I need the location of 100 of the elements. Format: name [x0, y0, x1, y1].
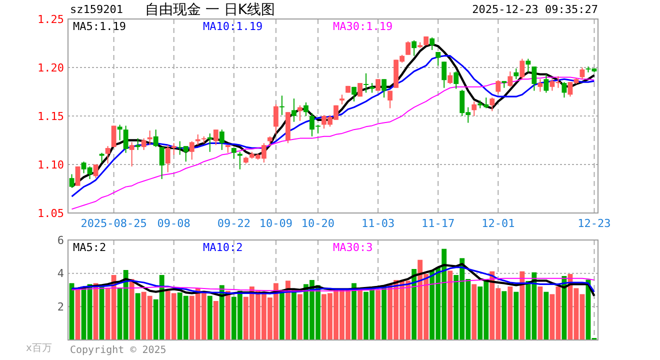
candlestick: [406, 40, 411, 56]
bar: [285, 280, 290, 340]
bar: [382, 285, 387, 340]
x-tick-label: 09-08: [157, 217, 190, 230]
bar: [358, 290, 362, 340]
candlestick: [376, 78, 381, 92]
candlestick: [99, 152, 104, 164]
bar: [352, 283, 356, 340]
chart-title: 自由现金 一 日K线图: [144, 2, 276, 18]
bar: [213, 301, 218, 340]
text: MA10:1.19: [203, 20, 263, 33]
bar: [376, 290, 381, 340]
candlestick: [472, 100, 477, 116]
candlestick: [496, 80, 501, 94]
candlestick: [111, 125, 116, 148]
candlestick: [171, 142, 176, 156]
text: Copyright © 2025: [70, 345, 166, 356]
line-series: [71, 278, 595, 292]
text: 2025-12-23 09:35:27: [472, 3, 598, 16]
candlestick: [135, 138, 140, 150]
candlestick: [123, 125, 128, 154]
candlestick: [358, 82, 362, 98]
candlestick: [388, 90, 393, 109]
x-tick-label: 12-01: [482, 217, 515, 230]
x-tick-label: 2025-08-25: [80, 217, 147, 230]
y-tick-label: 4: [57, 267, 64, 280]
text: MA5:2: [73, 241, 106, 254]
candlestick: [364, 72, 368, 94]
candlestick: [117, 124, 122, 141]
candlestick: [430, 36, 435, 51]
candlestick: [562, 82, 567, 98]
candlestick: [213, 129, 218, 146]
x-tick-label: 11-03: [361, 217, 395, 230]
y-tick-label: 1.20: [38, 61, 64, 74]
bar: [129, 279, 134, 340]
bar: [135, 293, 140, 340]
y-tick-label: 1.15: [38, 110, 64, 123]
bar: [544, 292, 549, 340]
candlestick: [165, 144, 170, 173]
candlestick: [105, 146, 110, 164]
candlestick: [219, 129, 224, 150]
candlestick: [159, 146, 164, 180]
candlestick: [520, 58, 525, 80]
x-tick-label: 09-22: [217, 217, 250, 230]
text: MA30:3: [333, 241, 373, 254]
candlestick: [544, 74, 549, 94]
bar: [502, 291, 507, 340]
text: MA5:1.19: [73, 20, 126, 33]
bar: [99, 285, 104, 340]
bar: [538, 286, 543, 340]
bar: [448, 270, 453, 340]
candlestick: [237, 151, 242, 170]
bar: [508, 286, 513, 340]
candlestick: [508, 70, 513, 88]
candlestick: [382, 78, 387, 98]
candlestick: [538, 78, 543, 92]
candlestick: [207, 132, 212, 152]
candlestick: [292, 98, 296, 122]
y-tick-label: 1.10: [38, 158, 64, 172]
candlestick: [352, 86, 356, 102]
y-tick-label: 1.05: [38, 206, 64, 220]
bar: [412, 269, 417, 340]
candlestick: [279, 95, 284, 116]
bar: [207, 296, 212, 340]
candlestick: [448, 72, 453, 84]
y-tick-label: 2: [57, 300, 64, 314]
candlestick: [189, 140, 194, 160]
candlestick: [514, 68, 519, 80]
y-tick-label: 1.25: [38, 12, 64, 26]
candlestick: [304, 102, 308, 116]
text: MA10:2: [203, 241, 243, 254]
candlestick: [412, 40, 417, 56]
candlestick: [231, 148, 236, 160]
candlestick: [153, 129, 158, 148]
candlestick: [532, 66, 537, 92]
x-tick-label: 10-20: [301, 217, 335, 230]
y-tick-label: 6: [57, 234, 64, 247]
bar: [514, 292, 519, 340]
candlestick: [147, 130, 152, 146]
candlestick: [298, 104, 302, 122]
candlestick: [490, 97, 495, 112]
candlestick: [436, 51, 441, 66]
candlestick: [442, 61, 447, 88]
candlestick: [370, 82, 374, 94]
candlestick: [75, 166, 80, 186]
bar: [298, 294, 302, 340]
candlestick: [129, 142, 134, 167]
candlestick: [267, 136, 272, 147]
candlestick: [526, 58, 531, 73]
candlestick: [69, 174, 74, 188]
text: MA30:1.19: [333, 20, 393, 33]
candlestick: [141, 138, 146, 150]
y-axis-title: x百万: [26, 343, 52, 354]
chart-subtitle: sz159201: [70, 3, 123, 16]
bar: [225, 290, 230, 340]
bar: [472, 284, 477, 340]
candlestick: [340, 94, 344, 105]
bar: [520, 271, 525, 340]
candlestick: [454, 70, 459, 90]
x-tick-label: 12-23: [578, 217, 611, 230]
